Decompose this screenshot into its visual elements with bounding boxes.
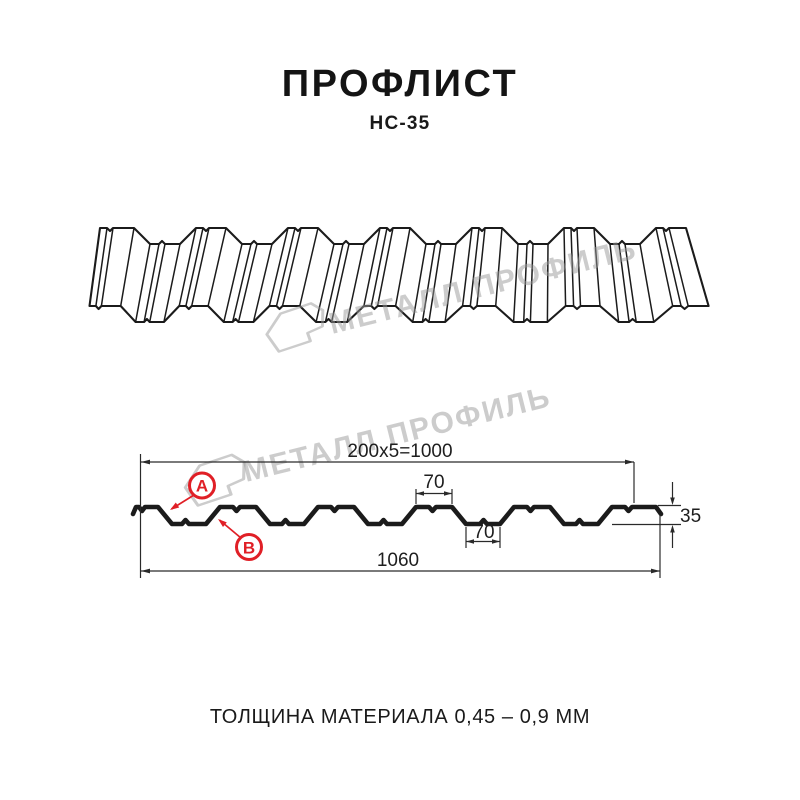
- marker-a: А: [170, 471, 216, 510]
- marker-a-label: А: [196, 477, 208, 496]
- profile-model-name: НС-35: [369, 113, 431, 134]
- watermark-text: МЕТАЛЛ ПРОФИЛЬ: [240, 380, 555, 489]
- dimension-pitch: 200x5=1000: [139, 441, 635, 578]
- marker-b-circle: [235, 533, 263, 561]
- sheet-3d-fold-lines: [95, 227, 689, 323]
- dimension-rib-top: 70: [415, 472, 453, 504]
- profile-cross-section-line: [130, 504, 664, 527]
- dim-pitch-label: 200x5=1000: [347, 441, 452, 462]
- marker-a-circle: [188, 471, 216, 500]
- dimension-total-width: 1060: [140, 515, 661, 578]
- marker-b-label: В: [243, 539, 255, 558]
- thickness-note: ТОЛЩИНА МАТЕРИАЛА 0,45 – 0,9 ММ: [209, 706, 591, 728]
- profile-3d-view: [88, 226, 710, 324]
- cross-section-view: [130, 504, 664, 527]
- dimension-height: 35: [612, 482, 701, 548]
- dimension-rib-bottom: 70: [465, 522, 501, 548]
- metal-profile-logo-icon: [265, 302, 325, 353]
- dim-rib-bottom-label: 70: [473, 522, 494, 543]
- page-title: ПРОФЛИСТ: [281, 63, 519, 105]
- dim-total-width-label: 1060: [377, 550, 419, 571]
- marker-b: В: [218, 519, 263, 561]
- dim-rib-top-label: 70: [423, 472, 444, 493]
- dim-height-label: 35: [680, 506, 701, 527]
